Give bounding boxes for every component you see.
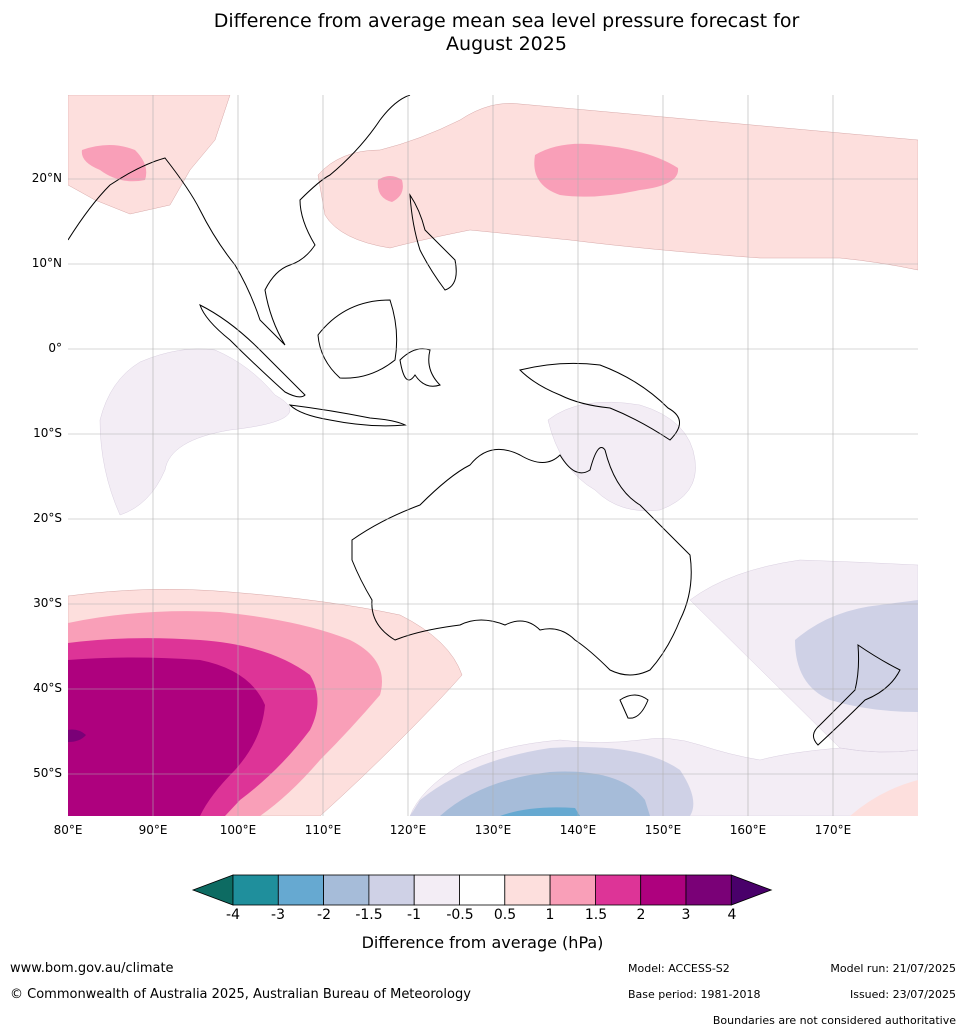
positive-anomaly-region: [68, 729, 86, 742]
colorbar-tick: 2: [636, 907, 646, 923]
lat-label-20s: 20°S: [33, 511, 62, 525]
coastline-australia: [351, 447, 692, 676]
negative-anomaly-region: [547, 401, 696, 511]
colorbar-tick: -0.5: [446, 907, 474, 923]
lat-label-40s: 40°S: [33, 681, 62, 695]
colorbar-extend-high: [730, 874, 773, 906]
negative-anomaly-region: [440, 771, 650, 816]
model-name: Model: ACCESS-S2: [628, 962, 730, 975]
colorbar-segment: [685, 874, 732, 906]
coastline-sumatra: [199, 304, 306, 398]
coastline-philippines: [409, 193, 457, 291]
colorbar-segment: [594, 874, 642, 906]
colorbar-tick: -1: [407, 907, 421, 923]
lon-label-80e: 80°E: [53, 823, 83, 837]
colorbar-tick: 1.5: [584, 907, 608, 923]
lat-label-10s: 10°S: [33, 426, 62, 440]
lon-label-100e: 100°E: [219, 823, 257, 837]
lon-label-140e: 140°E: [559, 823, 597, 837]
positive-anomaly-region: [68, 657, 265, 816]
positive-anomaly-region: [377, 176, 403, 202]
positive-anomaly-region: [68, 95, 231, 215]
colorbar-tick: 0.5: [493, 907, 517, 923]
colorbar-tick: 1: [545, 907, 555, 923]
colorbar-tick: -4: [226, 907, 240, 923]
colorbar-tick: 3: [681, 907, 691, 923]
positive-anomaly-region: [850, 780, 918, 816]
website-link[interactable]: www.bom.gov.au/climate: [10, 961, 174, 976]
negative-anomaly-region: [500, 807, 580, 816]
colorbar-label: Difference from average (hPa): [361, 933, 604, 952]
colorbar-extend-low: [191, 874, 234, 906]
colorbar-tick: 4: [727, 907, 737, 923]
lon-label-120e: 120°E: [389, 823, 427, 837]
lon-label-160e: 160°E: [729, 823, 767, 837]
colorbar-segment: [549, 874, 596, 906]
lat-label-0: 0°: [48, 341, 62, 355]
lon-label-110e: 110°E: [304, 823, 342, 837]
negative-anomaly-region: [795, 600, 918, 712]
lon-label-90e: 90°E: [138, 823, 168, 837]
title-line-1: Difference from average mean sea level p…: [213, 10, 800, 32]
coastline-mainland-asia: [68, 95, 411, 346]
colorbar-segment: [368, 874, 415, 906]
lat-label-10n: 10°N: [31, 256, 62, 270]
colorbar-segment: [323, 874, 370, 906]
copyright-text: © Commonwealth of Australia 2025, Austra…: [10, 987, 471, 1002]
pressure-anomaly-map: [68, 95, 918, 816]
title-line-2: August 2025: [446, 33, 567, 55]
lon-label-130e: 130°E: [474, 823, 512, 837]
lon-label-150e: 150°E: [644, 823, 682, 837]
model-run-date: Model run: 21/07/2025: [830, 962, 956, 975]
coastline-new-guinea: [519, 362, 680, 441]
colorbar: [191, 874, 773, 906]
colorbar-segment: [459, 874, 506, 906]
lon-label-170e: 170°E: [814, 823, 852, 837]
base-period: Base period: 1981-2018: [628, 988, 761, 1001]
coastline-new-zealand: [813, 643, 901, 746]
map-gridlines: [68, 95, 918, 816]
colorbar-segment: [640, 874, 687, 906]
colorbar-segment: [413, 874, 460, 906]
colorbar-segment: [277, 874, 325, 906]
coastline-tasmania: [619, 694, 649, 719]
boundary-disclaimer: Boundaries are not considered authoritat…: [712, 1014, 956, 1027]
lat-label-20n: 20°N: [31, 171, 62, 185]
lat-label-30s: 30°S: [33, 596, 62, 610]
coastline-java: [288, 404, 407, 427]
issued-date: Issued: 23/07/2025: [849, 988, 956, 1001]
colorbar-tick: -1.5: [355, 907, 383, 923]
lat-label-50s: 50°S: [33, 766, 62, 780]
colorbar-tick: -3: [271, 907, 285, 923]
coastline-borneo: [317, 299, 398, 379]
colorbar-tick: -2: [317, 907, 331, 923]
colorbar-segment: [504, 874, 551, 906]
colorbar-segment: [232, 874, 279, 906]
positive-anomaly-region: [534, 143, 679, 197]
chart-title: Difference from average mean sea level p…: [0, 10, 965, 56]
